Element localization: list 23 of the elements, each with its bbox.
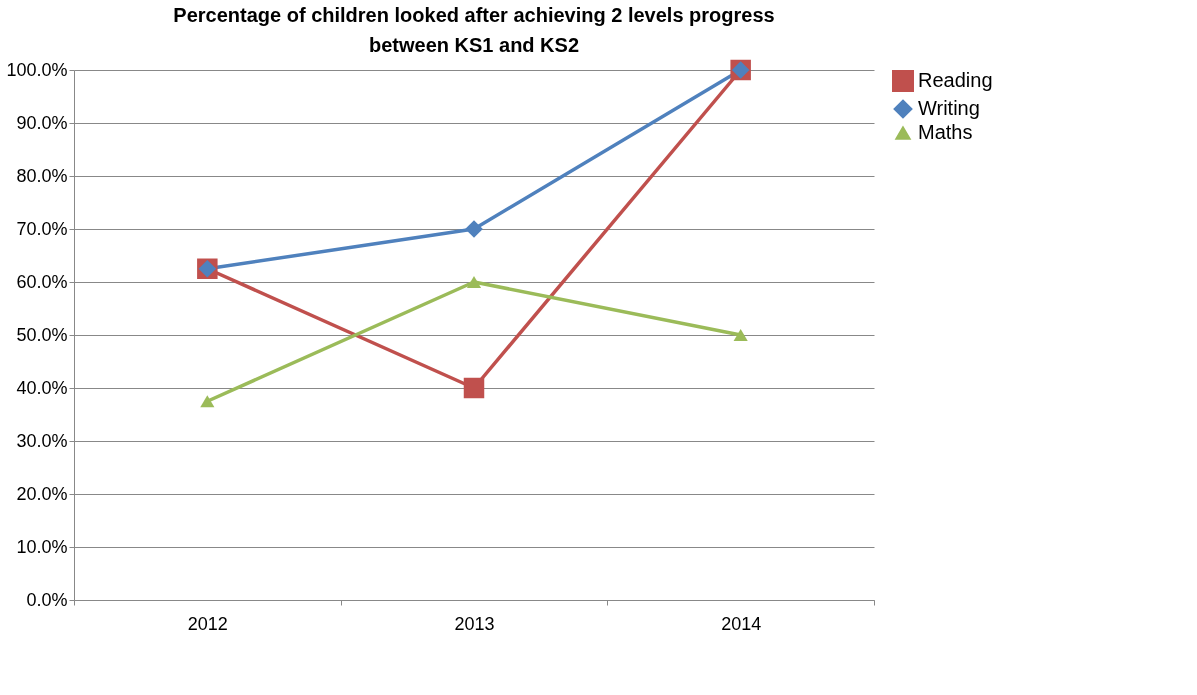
y-tick-label: 60.0%	[16, 271, 68, 292]
legend-label: Reading	[918, 69, 993, 91]
x-tick-label: 2013	[454, 613, 495, 634]
point	[465, 220, 483, 238]
legend-label: Maths	[918, 121, 973, 143]
y-tick-label: 30.0%	[16, 430, 68, 451]
point	[200, 395, 215, 408]
y-tick-label: 40.0%	[16, 377, 68, 398]
point	[463, 377, 485, 399]
legend-label: Writing	[918, 97, 980, 119]
x-tick-label: 2012	[187, 613, 228, 634]
y-tick-label: 90.0%	[16, 112, 68, 133]
point	[466, 275, 482, 289]
y-tick-label: 80.0%	[16, 165, 68, 186]
x-tick-label: 2014	[721, 613, 762, 634]
y-tick-label: 50.0%	[16, 324, 68, 345]
point	[733, 328, 748, 342]
y-tick-label: 10.0%	[16, 536, 68, 557]
y-tick-label: 100.0%	[6, 59, 68, 80]
y-tick-label: 0.0%	[26, 589, 68, 610]
y-tick-label: 20.0%	[16, 483, 68, 504]
y-tick-label: 70.0%	[16, 218, 68, 239]
chart-title: Percentage of children looked after achieving 2 levels progress between KS1 and KS2	[173, 3, 775, 56]
